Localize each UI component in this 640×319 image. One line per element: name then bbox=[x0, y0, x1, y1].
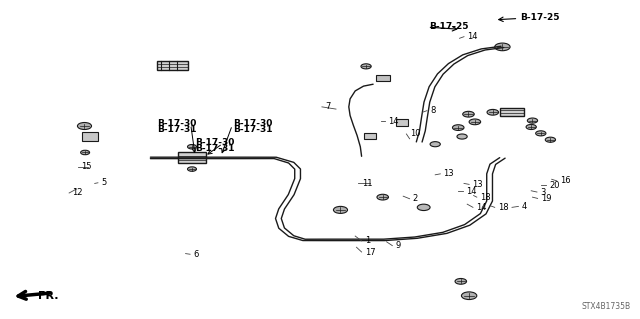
Text: 1: 1 bbox=[365, 236, 370, 245]
Circle shape bbox=[495, 43, 510, 51]
Circle shape bbox=[430, 142, 440, 147]
Circle shape bbox=[188, 145, 196, 149]
Circle shape bbox=[487, 109, 499, 115]
Text: 7: 7 bbox=[325, 102, 330, 111]
Bar bbox=[500, 108, 524, 116]
Text: 16: 16 bbox=[560, 176, 571, 185]
Text: B-17-31: B-17-31 bbox=[195, 144, 235, 152]
Circle shape bbox=[188, 167, 196, 171]
Bar bbox=[157, 61, 188, 70]
Circle shape bbox=[377, 194, 388, 200]
Circle shape bbox=[545, 137, 556, 142]
Text: B-17-31: B-17-31 bbox=[157, 125, 196, 134]
Circle shape bbox=[457, 134, 467, 139]
Circle shape bbox=[417, 204, 430, 211]
Text: 2: 2 bbox=[413, 194, 418, 203]
Text: B-17-31: B-17-31 bbox=[234, 125, 273, 134]
Circle shape bbox=[536, 131, 546, 136]
Text: 14: 14 bbox=[388, 117, 399, 126]
Text: 14: 14 bbox=[466, 187, 476, 196]
Text: 9: 9 bbox=[396, 241, 401, 250]
Text: 14: 14 bbox=[476, 203, 486, 212]
Text: 11: 11 bbox=[362, 179, 372, 188]
Text: B-17-25: B-17-25 bbox=[429, 22, 468, 31]
Circle shape bbox=[461, 292, 477, 300]
Text: FR.: FR. bbox=[38, 291, 59, 301]
Circle shape bbox=[455, 278, 467, 284]
Text: 20: 20 bbox=[549, 181, 559, 189]
Circle shape bbox=[463, 111, 474, 117]
Bar bbox=[396, 119, 408, 126]
Text: B-17-30: B-17-30 bbox=[234, 119, 273, 128]
Text: 17: 17 bbox=[365, 248, 376, 256]
Circle shape bbox=[452, 125, 464, 130]
Text: B-17-30: B-17-30 bbox=[157, 119, 196, 128]
Text: 14: 14 bbox=[467, 32, 477, 41]
Text: 12: 12 bbox=[72, 189, 83, 197]
Text: STX4B1735B: STX4B1735B bbox=[581, 302, 630, 311]
Text: 6: 6 bbox=[193, 250, 198, 259]
Circle shape bbox=[469, 119, 481, 125]
Circle shape bbox=[527, 118, 538, 123]
Bar bbox=[82, 132, 97, 141]
Circle shape bbox=[333, 206, 348, 213]
Text: 10: 10 bbox=[410, 130, 420, 138]
Text: 8: 8 bbox=[430, 106, 435, 115]
Bar bbox=[364, 133, 376, 139]
Text: B-17-30: B-17-30 bbox=[195, 138, 235, 147]
Text: 4: 4 bbox=[522, 202, 527, 211]
Circle shape bbox=[361, 64, 371, 69]
Text: 18: 18 bbox=[498, 203, 509, 212]
Text: 18: 18 bbox=[480, 193, 491, 202]
Circle shape bbox=[81, 150, 90, 155]
Text: 3: 3 bbox=[540, 188, 545, 197]
Text: 13: 13 bbox=[472, 180, 483, 189]
Bar bbox=[177, 152, 206, 164]
Bar bbox=[376, 75, 390, 81]
Text: 15: 15 bbox=[81, 162, 92, 171]
Text: B-17-25: B-17-25 bbox=[520, 13, 559, 22]
Text: 19: 19 bbox=[541, 194, 551, 203]
Text: 5: 5 bbox=[101, 178, 106, 187]
Text: 13: 13 bbox=[444, 169, 454, 178]
Circle shape bbox=[77, 122, 92, 130]
Circle shape bbox=[526, 124, 536, 130]
